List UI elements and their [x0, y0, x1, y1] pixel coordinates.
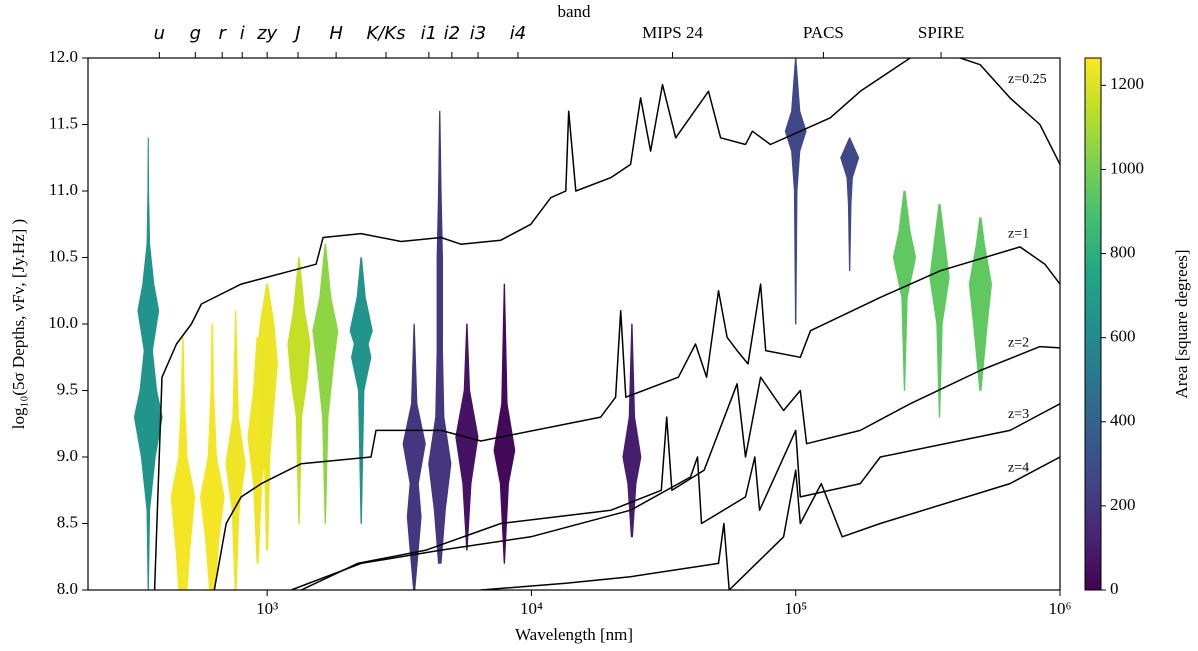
colorbar-tick-label: 0: [1110, 579, 1119, 598]
y-tick-label: 8.0: [57, 579, 78, 598]
curve-label: z=0.25: [1008, 72, 1047, 87]
sed-curve: [480, 456, 1060, 590]
band-tick-label: i2: [444, 23, 460, 44]
violin: [402, 323, 426, 590]
violin: [200, 323, 225, 590]
curve-label: z=4: [1008, 460, 1029, 475]
band-tick-label: i4: [510, 23, 526, 44]
curve-label: z=1: [1008, 227, 1029, 242]
violin: [929, 203, 950, 418]
band-tick-label: PACS: [803, 23, 844, 42]
y-tick-label: 11.0: [49, 180, 78, 199]
colorbar-tick-label: 1000: [1110, 158, 1144, 177]
x-tick-label: 10⁴: [520, 599, 543, 618]
violin: [256, 283, 278, 551]
colorbar-tick-label: 800: [1110, 242, 1136, 261]
x-tick-label: 10⁶: [1049, 599, 1072, 618]
violins: [133, 58, 992, 590]
violin: [225, 310, 246, 590]
violin: [349, 257, 373, 524]
violin: [622, 323, 642, 538]
y-tick-label: 11.5: [49, 113, 78, 132]
band-tick-label: i: [240, 23, 245, 44]
colorbar-tick-label: 400: [1110, 411, 1136, 430]
violin: [493, 283, 516, 564]
band-tick-label: H: [329, 23, 343, 44]
violin: [892, 190, 917, 391]
x-axis-label: Wavelength [nm]: [515, 625, 633, 644]
violin: [840, 137, 860, 272]
x-tick-label: 10⁵: [784, 599, 807, 618]
band-tick-label: g: [190, 23, 201, 44]
band-tick-label: K/Ks: [367, 23, 406, 44]
band-tick-label: zy: [256, 23, 277, 44]
sed-curve: [153, 58, 1060, 590]
curves: [153, 58, 1060, 590]
violin: [170, 336, 196, 590]
violin: [428, 110, 452, 564]
y-axis-label: log₁₀(5σ Depths, νFν, [Jy.Hz] ): [9, 219, 28, 429]
band-tick-label: r: [218, 23, 227, 44]
violin: [133, 137, 163, 590]
top-axis-label: band: [557, 2, 591, 21]
y-tick-label: 12.0: [48, 47, 78, 66]
colorbar: [1084, 57, 1102, 591]
x-tick-label: 10³: [256, 599, 278, 618]
band-tick-label: i1: [421, 23, 437, 44]
band-tick-label: J: [292, 23, 300, 44]
y-tick-label: 9.5: [57, 379, 78, 398]
sed-curve: [290, 403, 1060, 590]
y-tick-label: 8.5: [57, 512, 78, 531]
y-tick-label: 10.5: [48, 246, 78, 265]
violin: [968, 217, 992, 391]
band-tick-label: SPIRE: [918, 23, 964, 42]
colorbar-tick-label: 1200: [1110, 74, 1144, 93]
colorbar-tick-label: 200: [1110, 495, 1136, 514]
curve-label: z=3: [1008, 407, 1029, 422]
y-tick-label: 9.0: [57, 446, 78, 465]
violin: [784, 58, 807, 325]
sed-curve: [300, 345, 1060, 590]
colorbar-label: Area [square degrees]: [1172, 249, 1191, 398]
sed-curve: [213, 246, 1060, 590]
band-tick-label: u: [154, 23, 165, 44]
colorbar-tick-label: 600: [1110, 327, 1136, 346]
band-tick-label: MIPS 24: [642, 23, 703, 42]
band-tick-label: i3: [470, 23, 486, 44]
violin: [312, 243, 339, 524]
violin: [287, 257, 311, 524]
curve-label: z=2: [1008, 336, 1029, 351]
y-tick-label: 10.0: [48, 313, 78, 332]
